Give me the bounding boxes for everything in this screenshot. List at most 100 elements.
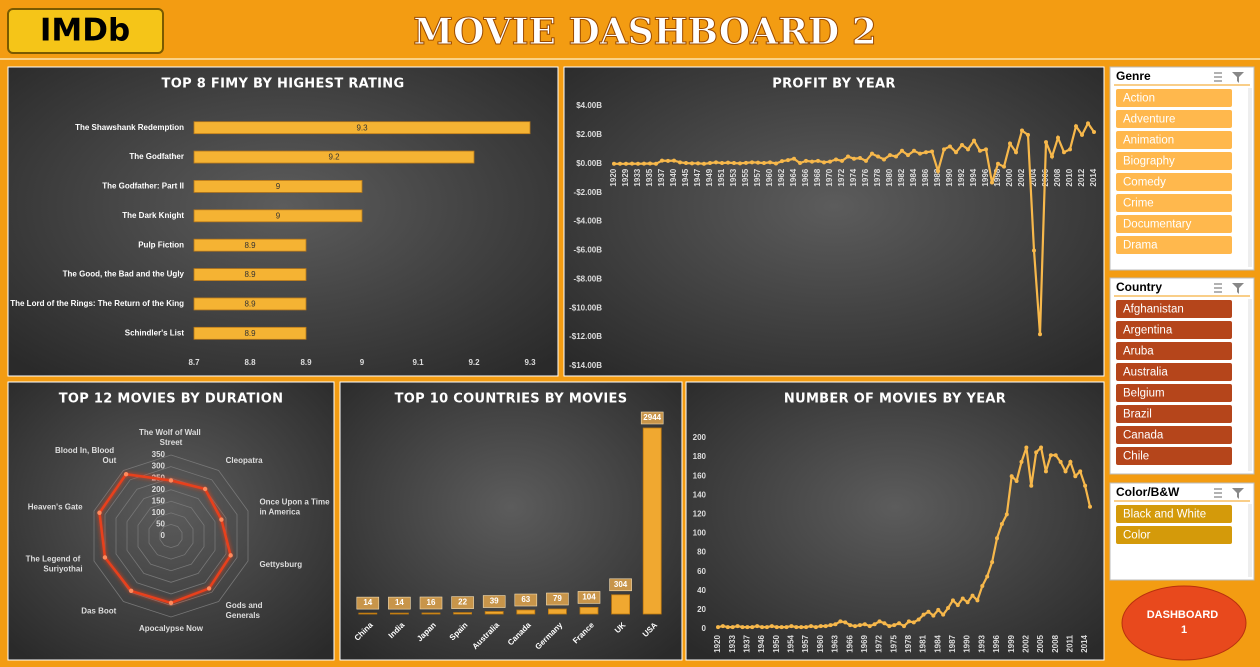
slicer-item[interactable] xyxy=(1116,89,1232,107)
slicer-item-label[interactable]: Brazil xyxy=(1123,409,1152,421)
slicer-item-label[interactable]: Afghanistan xyxy=(1123,304,1184,316)
x-tick-label: 2000 xyxy=(1005,168,1014,186)
slicer-item-label[interactable]: Crime xyxy=(1123,198,1154,210)
panel xyxy=(339,381,683,661)
x-tick-label: 1968 xyxy=(813,168,822,186)
y-tick-label: 140 xyxy=(693,490,707,499)
slicer-item[interactable] xyxy=(1116,405,1232,423)
slicer-item-label[interactable]: Action xyxy=(1123,93,1155,105)
slicer-item-label[interactable]: Argentina xyxy=(1123,325,1173,337)
slicer-item-label[interactable]: Adventure xyxy=(1123,114,1175,126)
x-tick-label: 1937 xyxy=(742,634,751,652)
slicer-item[interactable] xyxy=(1116,300,1232,318)
bar xyxy=(516,609,536,615)
point xyxy=(684,161,688,166)
point xyxy=(858,156,862,160)
y-tick-label: 120 xyxy=(693,510,707,519)
point xyxy=(799,625,804,630)
slicer-item-label[interactable]: Aruba xyxy=(1123,346,1154,358)
slicer-item[interactable] xyxy=(1116,384,1232,402)
point xyxy=(123,472,129,477)
slicer-item[interactable] xyxy=(1116,426,1232,444)
slicer-item[interactable] xyxy=(1116,447,1232,465)
slicer-item[interactable] xyxy=(1116,215,1232,233)
slicer-item-label[interactable]: Biography xyxy=(1123,156,1175,168)
label-line: The Wolf of Wall xyxy=(139,428,203,437)
scrollbar xyxy=(1248,88,1252,267)
slicer-item-label[interactable]: Drama xyxy=(1123,240,1158,252)
point xyxy=(848,623,853,628)
point xyxy=(926,609,931,614)
slicer-item-label[interactable]: Canada xyxy=(1123,430,1164,442)
slicer-item-label[interactable]: Belgium xyxy=(1123,388,1165,400)
axis-label: Heaven's Gate xyxy=(28,502,83,511)
point xyxy=(1044,140,1048,145)
multi-select-icon[interactable] xyxy=(1214,488,1222,498)
point xyxy=(936,169,940,173)
label-line[interactable]: 1 xyxy=(1181,624,1187,636)
chart-title: TOP 12 MOVIES BY DURATION xyxy=(59,392,284,407)
axis-label: Gettysburg xyxy=(259,560,302,569)
point xyxy=(1008,141,1012,146)
slicer-item-label[interactable]: Chile xyxy=(1123,451,1149,463)
slicer-item[interactable] xyxy=(1116,131,1232,149)
point xyxy=(1032,248,1036,253)
point xyxy=(1024,445,1029,450)
point xyxy=(888,153,892,158)
slicer-item[interactable] xyxy=(1116,194,1232,212)
slicer-item[interactable] xyxy=(1116,342,1232,360)
point xyxy=(202,486,208,492)
clear-filter-icon[interactable] xyxy=(1232,488,1244,499)
point xyxy=(666,158,670,163)
logo-box xyxy=(7,8,164,54)
slicer-item[interactable] xyxy=(1116,173,1232,191)
point xyxy=(672,158,676,163)
point xyxy=(228,553,233,558)
axis-label: Blood In, Blood Out xyxy=(55,446,117,465)
slicer-item[interactable] xyxy=(1116,236,1232,254)
clear-filter-icon[interactable] xyxy=(1232,283,1244,294)
multi-select-icon[interactable] xyxy=(1214,283,1222,293)
slicer-item[interactable] xyxy=(1116,152,1232,170)
x-tick-label: 1920 xyxy=(609,168,618,186)
dashboard-button[interactable] xyxy=(1121,585,1247,661)
label-line[interactable]: DASHBOARD xyxy=(1147,609,1222,621)
slicer-item-label[interactable]: Animation xyxy=(1123,135,1174,147)
x-tick-label: 1984 xyxy=(909,168,918,186)
bar xyxy=(193,238,307,252)
slicer-item-label[interactable]: Documentary xyxy=(1123,219,1192,231)
clear-filter-icon[interactable] xyxy=(1232,72,1244,83)
point xyxy=(1086,121,1090,126)
value-label-box xyxy=(482,595,506,608)
category-label: The Lord of the Rings: The Return of the… xyxy=(10,299,184,308)
multi-select-icon[interactable] xyxy=(1214,72,1222,82)
x-tick-label: 1953 xyxy=(729,168,738,186)
point xyxy=(740,625,745,630)
slicer-item-label[interactable]: Comedy xyxy=(1123,177,1166,189)
point xyxy=(834,157,838,162)
slicer-item[interactable] xyxy=(1116,363,1232,381)
x-tick-label: 1987 xyxy=(948,634,957,652)
point xyxy=(867,624,872,629)
slicer-item[interactable] xyxy=(1116,526,1232,544)
point xyxy=(995,536,999,541)
point xyxy=(168,478,174,483)
x-tick-label: 1954 xyxy=(787,634,796,652)
point xyxy=(838,619,843,624)
value-label: 22 xyxy=(458,598,467,607)
point xyxy=(840,158,844,163)
bar xyxy=(193,209,363,223)
slicer-item-label[interactable]: Australia xyxy=(1123,367,1168,379)
slicer-item-label[interactable]: Black and White xyxy=(1123,509,1206,521)
point xyxy=(876,154,880,159)
grid-ring xyxy=(115,477,227,595)
x-tick-label: 2002 xyxy=(1017,168,1026,186)
point xyxy=(882,157,886,162)
slicer-item[interactable] xyxy=(1116,110,1232,128)
bar xyxy=(611,594,630,615)
slicer-item[interactable] xyxy=(1116,505,1232,523)
button-label[interactable]: DASHBOARD 1 xyxy=(1147,609,1222,636)
slicer-item-label[interactable]: Color xyxy=(1123,530,1151,542)
x-tick-label: 1993 xyxy=(977,634,986,652)
slicer-item[interactable] xyxy=(1116,321,1232,339)
